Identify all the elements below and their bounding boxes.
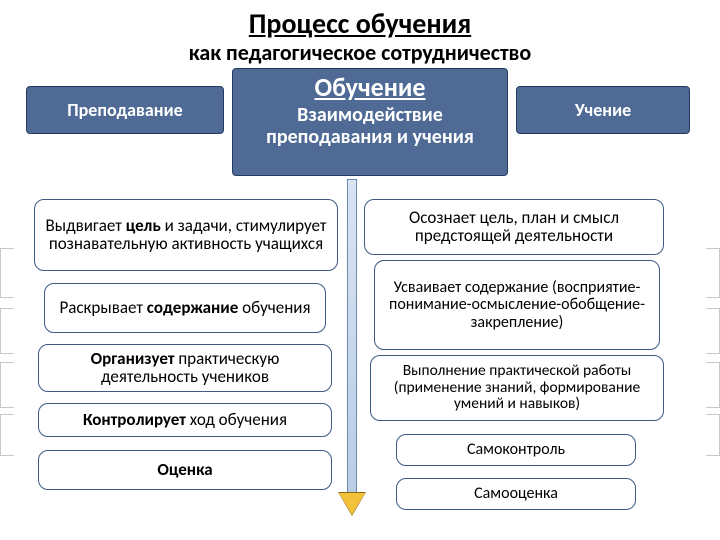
bracket-left-3 <box>0 414 14 456</box>
bracket-left-0 <box>0 248 14 298</box>
center-box: Обучение Взаимодействие преподавания и у… <box>232 68 508 176</box>
right-card-3-text: Самоконтроль <box>467 441 565 458</box>
right-card-3: Самоконтроль <box>396 434 636 466</box>
right-card-1: Усваивает содержание (восприятие-пониман… <box>374 260 660 350</box>
right-card-2-text: Выполнение практической работы (применен… <box>379 363 655 413</box>
right-card-4: Самооценка <box>396 478 636 510</box>
left-card-0: Выдвигает цель и задачи, стимулирует поз… <box>34 199 338 271</box>
right-card-4-text: Самооценка <box>474 485 558 502</box>
learning-box: Учение <box>516 86 690 134</box>
bracket-right-0 <box>706 248 720 298</box>
left-card-1: Раскрывает содержание обучения <box>44 283 326 333</box>
left-card-4-text: Оценка <box>157 461 212 479</box>
learning-label: Учение <box>575 99 631 121</box>
arrow-head-icon <box>339 493 365 515</box>
bracket-right-1 <box>706 308 720 354</box>
center-title: Обучение <box>239 71 501 103</box>
right-card-0: Осознает цель, план и смысл предстоящей … <box>364 199 664 255</box>
bracket-right-2 <box>706 362 720 408</box>
arrow-shaft <box>347 179 357 495</box>
left-card-0-text: Выдвигает цель и задачи, стимулирует поз… <box>43 217 329 254</box>
right-card-2: Выполнение практической работы (применен… <box>370 355 664 421</box>
right-card-1-text: Усваивает содержание (восприятие-пониман… <box>383 279 651 331</box>
bracket-left-1 <box>0 308 14 354</box>
left-card-3-text: Контролирует ход обучения <box>83 411 287 429</box>
down-arrow <box>343 179 361 517</box>
main-title: Процесс обучения <box>0 6 720 41</box>
header: Процесс обучения как педагогическое сотр… <box>0 0 720 66</box>
teaching-label: Преподавание <box>67 99 182 121</box>
left-card-2: Организует практическую деятельность уче… <box>38 344 332 392</box>
left-card-1-text: Раскрывает содержание обучения <box>59 299 310 317</box>
subtitle: как педагогическое сотрудничество <box>0 39 720 66</box>
right-card-0-text: Осознает цель, план и смысл предстоящей … <box>373 209 655 246</box>
bracket-right-3 <box>706 414 720 456</box>
teaching-box: Преподавание <box>26 86 224 134</box>
center-subtitle: Взаимодействие преподавания и учения <box>239 105 501 148</box>
bracket-left-2 <box>0 362 14 408</box>
left-card-4: Оценка <box>38 450 332 490</box>
left-card-3: Контролирует ход обучения <box>38 403 332 437</box>
left-card-2-text: Организует практическую деятельность уче… <box>47 350 323 387</box>
